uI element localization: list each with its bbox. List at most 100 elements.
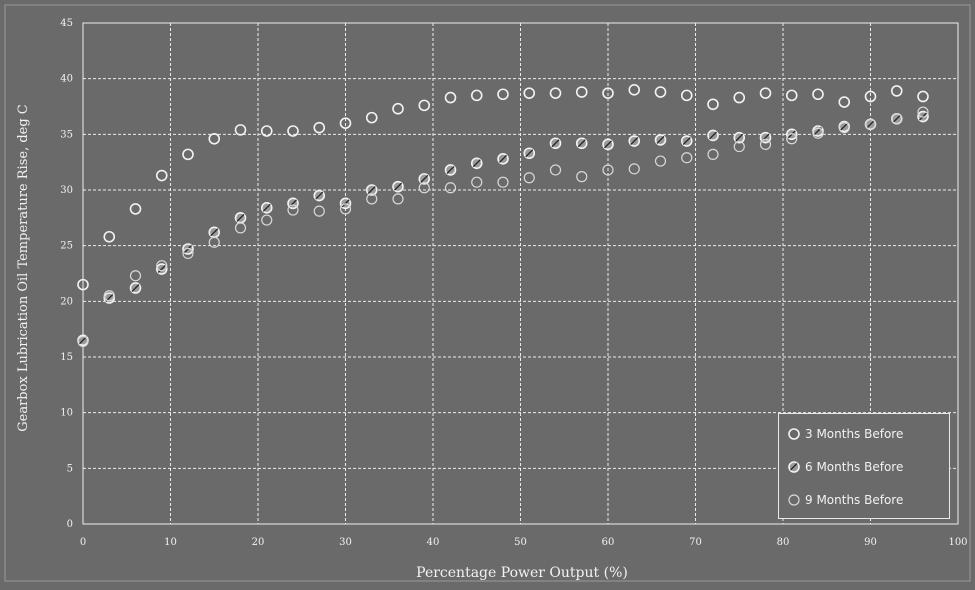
- series-1-point: [654, 86, 667, 98]
- series-2-point: [812, 125, 824, 137]
- series-3-point: [471, 176, 483, 188]
- series-3-point: [759, 138, 772, 150]
- series-3-point: [392, 193, 404, 205]
- legend-label-9-months: 9 Months Before: [805, 493, 904, 507]
- x-axis-label: Percentage Power Output (%): [416, 565, 628, 581]
- series-2-point: [129, 282, 142, 294]
- series-2-point: [444, 164, 457, 176]
- legend-item-3-months: 3 Months Before: [787, 423, 903, 445]
- y-tick-label: 30: [60, 185, 73, 196]
- series-1-point: [208, 132, 221, 145]
- series-3-point: [182, 247, 194, 260]
- series-1-point: [470, 89, 483, 102]
- data-points: [77, 84, 929, 348]
- series-1-point: [759, 87, 772, 99]
- series-3-point: [733, 140, 745, 153]
- series-3-point: [549, 164, 562, 176]
- series-2-point: [365, 184, 378, 196]
- y-tick-label: 15: [60, 352, 73, 363]
- series-2-point: [733, 131, 746, 144]
- series-3-point: [313, 205, 325, 217]
- x-tick-label: 90: [864, 537, 877, 548]
- hatched-circle-marker-icon: [788, 461, 800, 473]
- x-tick-label: 70: [689, 537, 702, 548]
- series-2-point: [838, 120, 851, 133]
- series-1-point: [313, 121, 326, 134]
- series-2-point: [628, 135, 641, 147]
- series-3-point: [786, 133, 798, 145]
- x-tick-label: 80: [777, 537, 790, 548]
- series-1-point: [418, 99, 431, 112]
- y-tick-label: 10: [60, 408, 73, 419]
- series-3-point: [339, 203, 352, 215]
- series-2-point: [103, 292, 116, 304]
- series-2-point: [654, 134, 667, 146]
- series-1-point: [733, 91, 746, 104]
- open-circle-marker-icon: [788, 428, 800, 440]
- series-1-point: [365, 111, 378, 124]
- series-1-point: [103, 230, 116, 243]
- series-3-point: [707, 148, 719, 160]
- series-3-point: [234, 222, 247, 234]
- series-3-point: [261, 214, 273, 226]
- series-3-point: [838, 122, 850, 134]
- y-tick-label: 35: [60, 129, 73, 140]
- series-1-point: [77, 278, 89, 291]
- series-3-point: [864, 118, 877, 130]
- series-1-point: [392, 102, 404, 115]
- series-2-point: [707, 129, 719, 142]
- series-3-point: [418, 182, 430, 194]
- series-2-point: [602, 138, 614, 151]
- x-tick-label: 100: [948, 537, 967, 548]
- y-axis-label: Gearbox Lubrication Oil Temperature Rise…: [16, 104, 31, 432]
- series-3-point: [208, 236, 220, 248]
- series-3-point: [628, 163, 640, 175]
- series-2-point: [497, 153, 509, 165]
- series-1-point: [523, 87, 536, 99]
- series-1-point: [785, 89, 798, 102]
- series-3-point: [444, 182, 457, 194]
- series-3-point: [891, 113, 903, 125]
- series-3-point: [812, 127, 824, 139]
- series-2-point: [155, 263, 168, 275]
- series-3-point: [366, 193, 378, 205]
- series-1-point: [182, 148, 194, 161]
- series-1-point: [129, 203, 142, 215]
- series-1-point: [707, 98, 719, 111]
- series-3-point: [523, 172, 535, 184]
- x-tick-label: 20: [252, 537, 265, 548]
- series-3-point: [156, 260, 168, 272]
- light-circle-marker-icon: [788, 494, 800, 506]
- x-tick-label: 10: [164, 537, 177, 548]
- series-1-point: [155, 169, 168, 182]
- legend: 3 Months Before 6 Months Before 9 Months…: [778, 413, 950, 519]
- legend-label-6-months: 6 Months Before: [805, 460, 904, 474]
- tick-labels: 0 10 20 30 40 50 60 70 80 90 100 0 5 10 15 20 25 30 35 40 45: [60, 18, 967, 548]
- y-tick-label: 45: [60, 18, 73, 29]
- series-2-point: [523, 147, 536, 160]
- series-3-point: [576, 171, 588, 183]
- legend-item-9-months: 9 Months Before: [787, 489, 903, 511]
- series-1-point: [575, 86, 588, 98]
- y-tick-label: 25: [60, 241, 73, 252]
- series-1-point: [339, 117, 352, 129]
- series-2-point: [234, 212, 247, 224]
- series-2-point: [680, 135, 693, 147]
- series-3-point: [287, 204, 299, 216]
- series-2-point: [260, 202, 273, 214]
- series-1-point: [864, 90, 877, 103]
- grid-lines: [82, 22, 959, 525]
- series-1-point: [497, 88, 509, 101]
- legend-item-6-months: 6 Months Before: [787, 456, 903, 478]
- series-3-point: [681, 152, 693, 164]
- series-2-point: [575, 137, 588, 150]
- series-3-point: [602, 164, 614, 176]
- series-1-point: [444, 91, 457, 104]
- series-3-point: [103, 290, 115, 302]
- y-tick-label: 20: [60, 296, 73, 307]
- series-2-point: [418, 173, 431, 185]
- series-1-point: [917, 90, 929, 103]
- y-tick-label: 5: [67, 463, 73, 474]
- series-1-point: [838, 96, 851, 108]
